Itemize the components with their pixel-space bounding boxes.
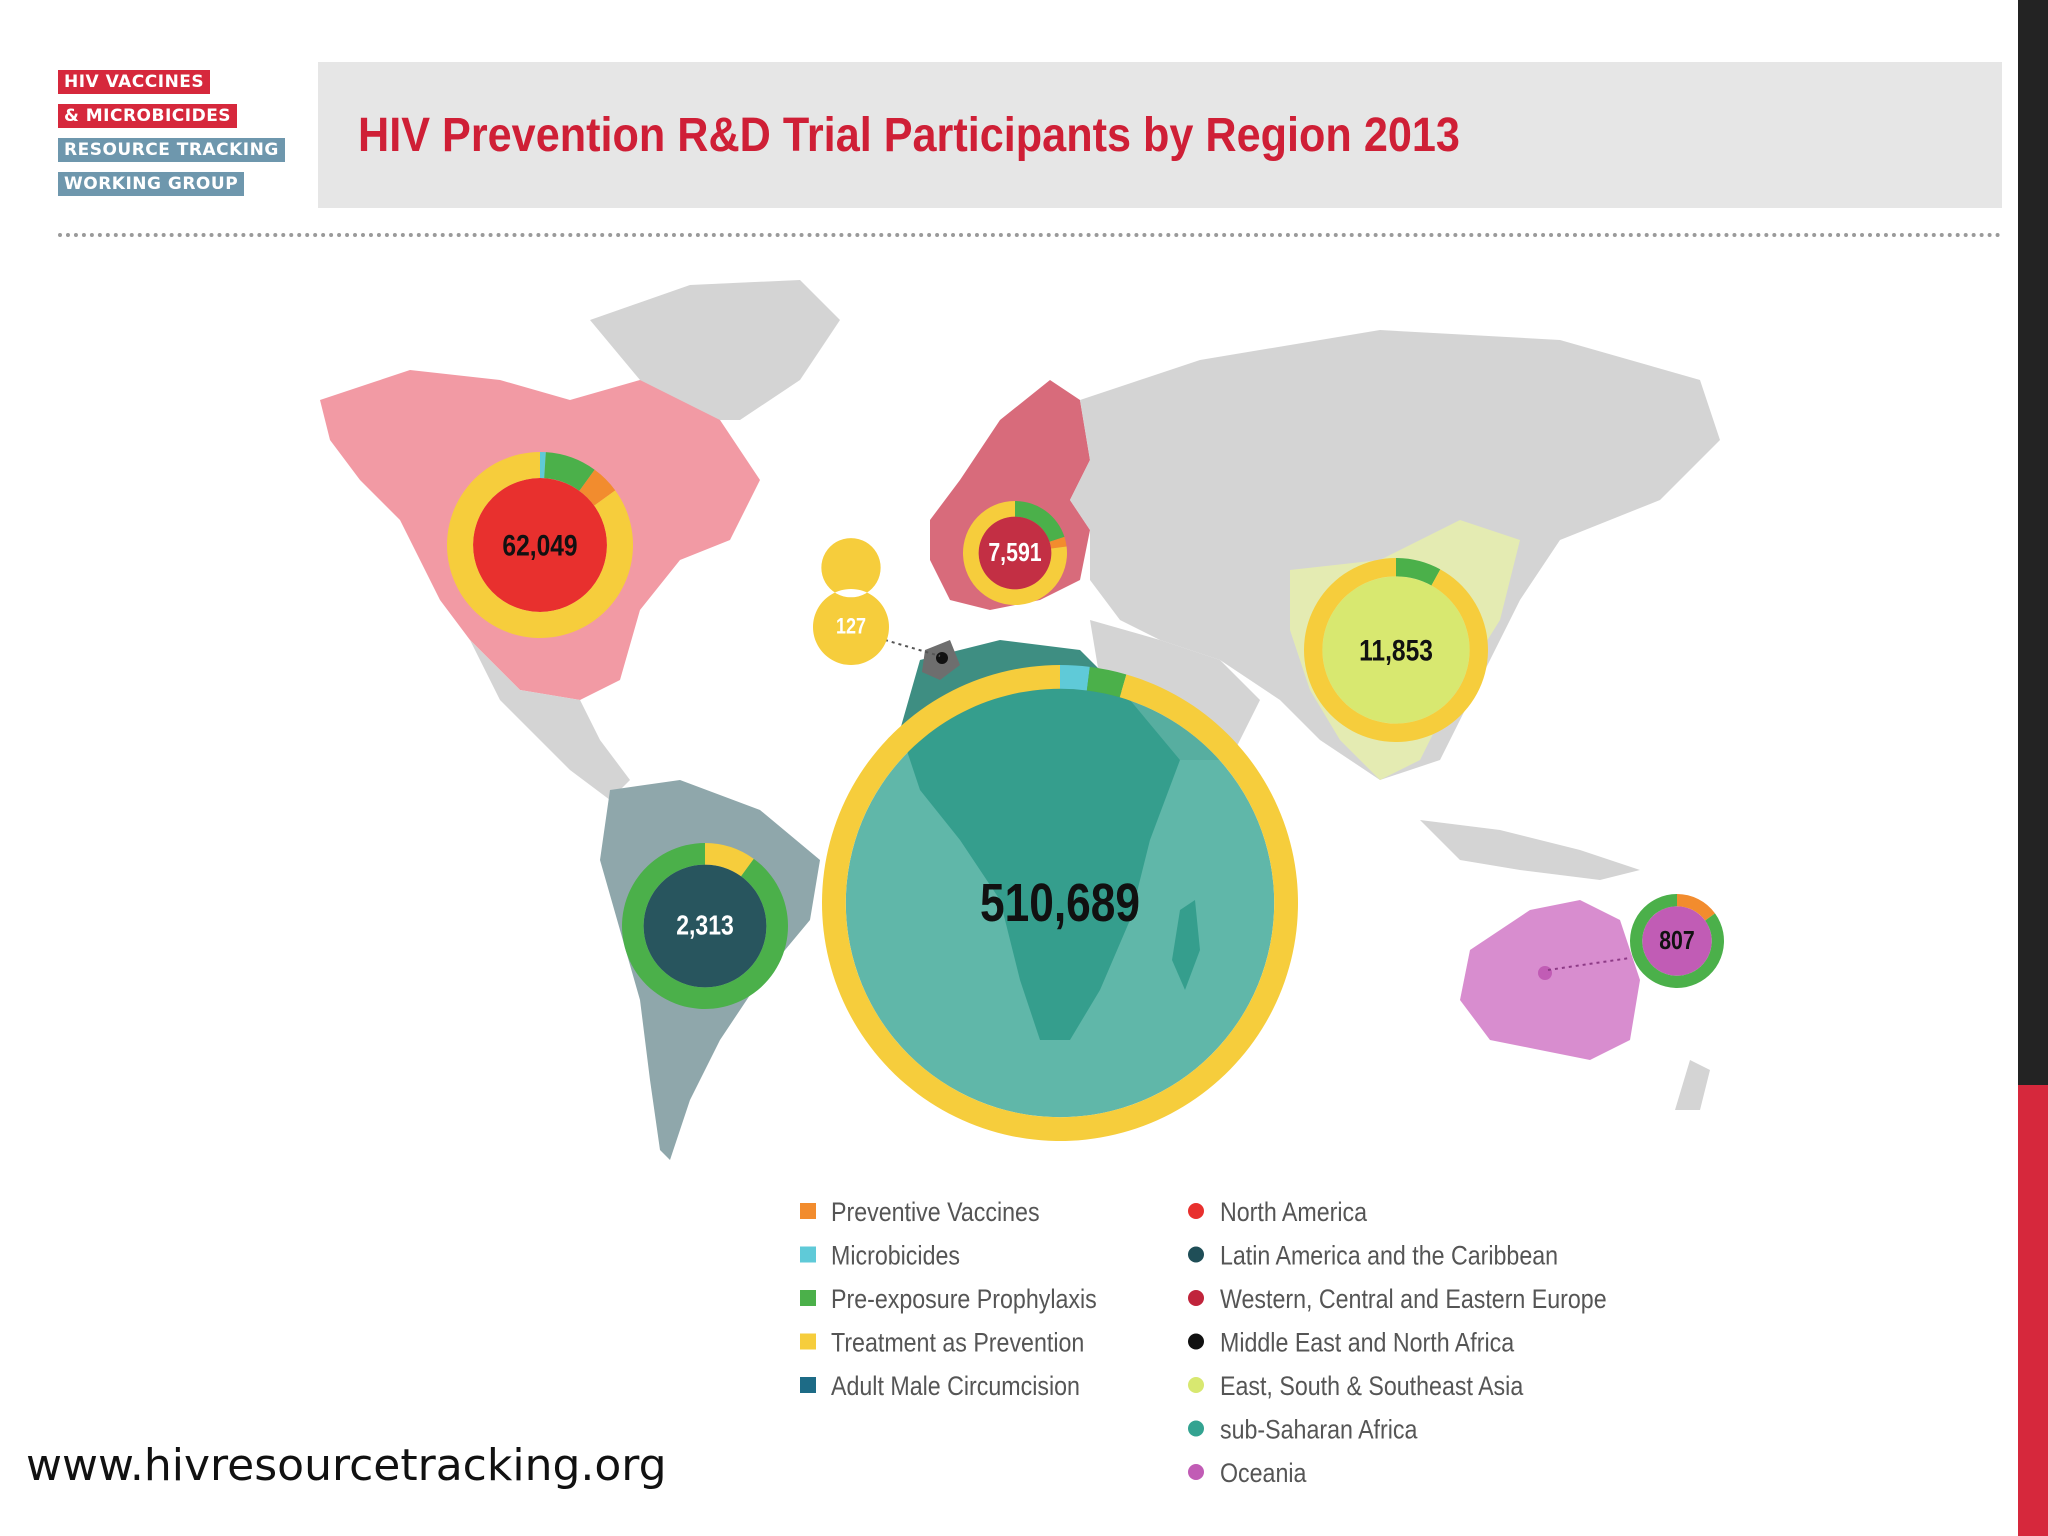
map-indonesia [1420,820,1640,880]
donut-slice [1396,558,1441,586]
legend-swatch [1188,1377,1204,1393]
logo-line: RESOURCE TRACKING [58,138,285,162]
legend-swatch [800,1290,816,1306]
title-band [318,62,2002,208]
side-bar-dark [2018,0,2048,1085]
legend-label: sub-Saharan Africa [1220,1415,1417,1445]
legend-label: Pre-exposure Prophylaxis [831,1284,1097,1314]
donut-value-label: 11,853 [1359,633,1433,667]
legend-swatch [800,1203,816,1219]
legend-label: Preventive Vaccines [831,1197,1040,1227]
donut-slice [1049,536,1067,549]
logo-line: HIV VACCINES [58,70,211,94]
logo-line: WORKING GROUP [58,172,245,196]
map-greenland [590,280,840,420]
donut-slice [963,501,1067,605]
region-donut: 62,049 [447,452,633,639]
donut-slice [705,843,754,877]
donut-center [473,478,607,612]
donut-center [978,516,1052,590]
donut-center [1322,576,1470,724]
donut-slice [1086,666,1127,698]
legend-swatch [1188,1203,1204,1219]
donut-slice [579,469,616,506]
map-australia [1460,900,1640,1060]
donut-center [845,688,1275,1118]
legend-swatch [1188,1464,1204,1480]
legend-label: Western, Central and Eastern Europe [1220,1284,1607,1314]
donut-slice [1677,894,1716,921]
legend-label: Latin America and the Caribbean [1220,1241,1558,1271]
legend-label: North America [1220,1197,1367,1227]
legend-label: Treatment as Prevention [831,1328,1084,1358]
legend-swatch [1188,1290,1204,1306]
legend-label: Middle East and North Africa [1220,1328,1514,1358]
region-donut: 7,591 [963,501,1067,605]
donut-slice [544,452,595,491]
legend-swatch [800,1246,816,1263]
mena-leader-line [884,639,941,657]
donut-value-label: 127 [836,615,866,639]
region-donut: 807 [1629,894,1724,988]
legend-swatch [1188,1420,1204,1437]
legend-label: Adult Male Circumcision [831,1371,1080,1401]
logo: HIV VACCINES & MICROBICIDES RESOURCE TRA… [58,70,288,206]
divider [58,233,2002,237]
donut-slice [1060,665,1090,691]
legend-swatch [1188,1246,1204,1263]
oceania-marker-dot [1538,966,1552,980]
region-donut: 127 [812,538,889,666]
legend-label: East, South & Southeast Asia [1220,1371,1523,1401]
map-new-zealand [1675,1060,1710,1110]
region-donuts: 62,049 7,591 127 11,853 510,689 2,313 807 [447,452,1724,1142]
region-donut: 11,853 [1304,558,1488,743]
footer-url[interactable]: www.hivresourcetracking.org [26,1440,667,1491]
logo-line: & MICROBICIDES [58,104,238,128]
map-central-america [470,640,630,800]
region-donut: 2,313 [622,843,789,1009]
legend-swatch [800,1377,816,1393]
donut-value-label: 807 [1659,926,1695,956]
legend-swatch [1188,1333,1204,1350]
page-title: HIV Prevention R&D Trial Participants by… [358,109,1460,162]
region-donut: 510,689 [822,665,1299,1142]
donut-slice [1015,501,1065,542]
donut-value-label: 62,049 [502,528,577,562]
donut-slice [540,452,546,479]
legend: Preventive Vaccines Microbicides Pre-expos… [800,1197,1607,1488]
donut-value-label: 510,689 [980,873,1140,933]
donut-value-label: 7,591 [988,538,1041,568]
side-bar-accent [2018,1085,2048,1536]
legend-label: Oceania [1220,1458,1306,1488]
donut-slice [812,538,889,666]
legend-swatch [800,1333,816,1350]
donut-center [643,864,767,988]
donut-value-label: 2,313 [676,911,733,942]
mena-marker-dot [936,652,948,664]
donut-center [1642,906,1712,976]
legend-label: Microbicides [831,1241,960,1271]
